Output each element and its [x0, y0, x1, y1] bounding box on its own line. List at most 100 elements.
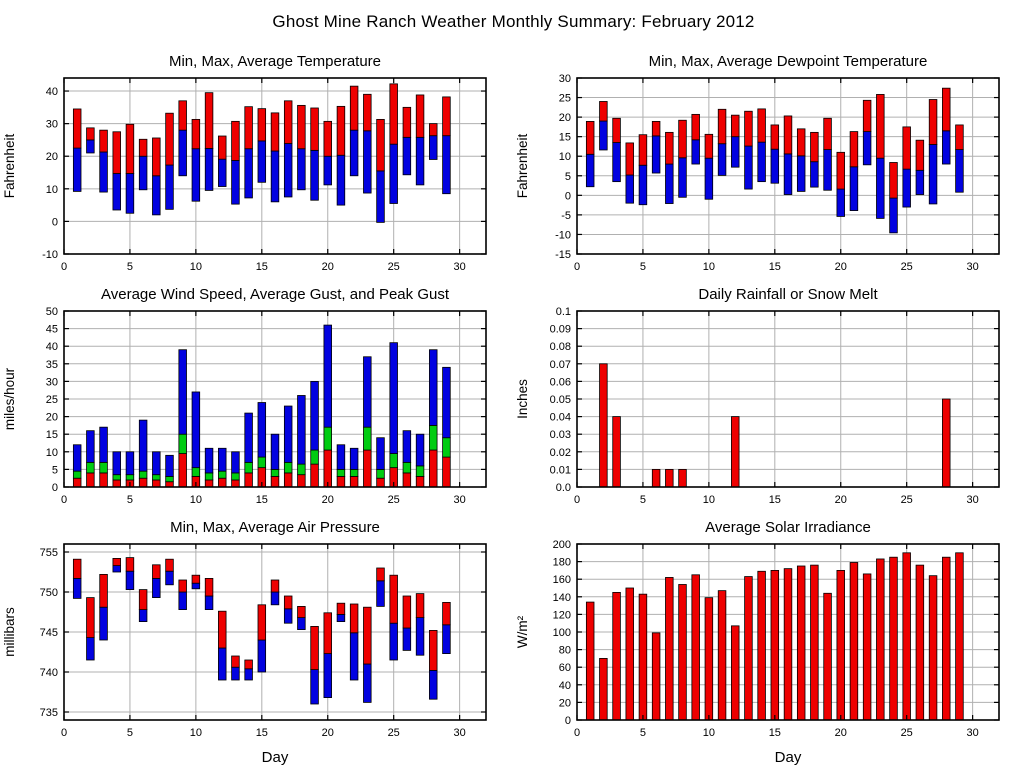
svg-text:5: 5 — [52, 464, 58, 476]
svg-text:Inches: Inches — [515, 379, 530, 419]
svg-text:5: 5 — [565, 171, 571, 183]
charts-row-3: Min, Max, Average Air Pressure 0 5 10 15 20 2… — [0, 514, 1027, 772]
svg-text:20: 20 — [46, 412, 58, 424]
svg-text:200: 200 — [553, 540, 571, 551]
svg-text:Fahrenheit: Fahrenheit — [2, 133, 17, 198]
svg-text:0: 0 — [52, 216, 58, 228]
svg-text:0: 0 — [574, 727, 580, 739]
svg-text:0.09: 0.09 — [550, 324, 571, 336]
svg-text:0.06: 0.06 — [550, 376, 571, 388]
svg-text:0: 0 — [52, 482, 58, 494]
charts-row-2: Average Wind Speed, Average Gust, and Pe… — [0, 281, 1027, 514]
svg-text:10: 10 — [703, 494, 715, 506]
svg-text:20: 20 — [835, 727, 847, 739]
wind-plot: 0 5 10 15 20 25 30 0 5 10 15 20 25 30 35 40 45 50 miles/ho… — [2, 307, 487, 506]
svg-text:10: 10 — [190, 494, 202, 506]
solar-plot: 0 5 10 15 20 25 30 0 20 40 60 80 100 120 140 160 180 200 W… — [515, 540, 1000, 766]
svg-text:5: 5 — [640, 494, 646, 506]
svg-text:160: 160 — [553, 574, 571, 586]
svg-text:20: 20 — [322, 261, 334, 273]
svg-text:80: 80 — [559, 645, 571, 657]
svg-text:30: 30 — [454, 494, 466, 506]
svg-text:15: 15 — [769, 727, 781, 739]
svg-text:15: 15 — [559, 132, 571, 144]
svg-text:-10: -10 — [42, 249, 58, 261]
svg-text:25: 25 — [559, 93, 571, 105]
svg-text:-10: -10 — [555, 229, 571, 241]
svg-text:0.04: 0.04 — [550, 412, 571, 424]
svg-text:0: 0 — [61, 494, 67, 506]
chart-wind: Average Wind Speed, Average Gust, and Pe… — [0, 281, 513, 514]
svg-text:25: 25 — [901, 494, 913, 506]
svg-text:30: 30 — [454, 727, 466, 739]
chart-rainfall-title: Daily Rainfall or Snow Melt — [698, 286, 878, 303]
chart-pressure: Min, Max, Average Air Pressure 0 5 10 15 20 2… — [0, 514, 513, 772]
svg-text:0: 0 — [565, 715, 571, 727]
svg-text:20: 20 — [835, 261, 847, 273]
svg-text:755: 755 — [40, 547, 58, 559]
svg-text:20: 20 — [46, 151, 58, 163]
svg-text:0: 0 — [61, 261, 67, 273]
svg-text:30: 30 — [454, 261, 466, 273]
svg-text:10: 10 — [703, 261, 715, 273]
svg-text:10: 10 — [190, 261, 202, 273]
svg-text:0: 0 — [565, 190, 571, 202]
svg-text:30: 30 — [559, 74, 571, 85]
svg-text:25: 25 — [46, 394, 58, 406]
svg-text:0.07: 0.07 — [550, 359, 571, 371]
svg-text:5: 5 — [127, 494, 133, 506]
svg-text:0.01: 0.01 — [550, 464, 571, 476]
svg-text:25: 25 — [388, 727, 400, 739]
svg-text:10: 10 — [46, 184, 58, 196]
svg-text:Day: Day — [262, 749, 289, 766]
svg-text:25: 25 — [388, 261, 400, 273]
svg-text:120: 120 — [553, 609, 571, 621]
svg-text:35: 35 — [46, 359, 58, 371]
svg-text:0.05: 0.05 — [550, 394, 571, 406]
svg-text:60: 60 — [559, 662, 571, 674]
svg-text:0.08: 0.08 — [550, 341, 571, 353]
svg-text:30: 30 — [46, 376, 58, 388]
svg-text:-15: -15 — [555, 249, 571, 261]
chart-solar-title: Average Solar Irradiance — [705, 519, 871, 536]
svg-text:5: 5 — [127, 727, 133, 739]
page-title: Ghost Mine Ranch Weather Monthly Summary… — [272, 12, 755, 31]
svg-text:5: 5 — [127, 261, 133, 273]
chart-rainfall: Daily Rainfall or Snow Melt 0 5 10 15 20 25 30… — [513, 281, 1026, 514]
svg-text:W/m²: W/m² — [515, 615, 530, 648]
svg-text:100: 100 — [553, 627, 571, 639]
svg-text:40: 40 — [46, 86, 58, 98]
charts-row-1: Min, Max, Average Temperature 0 5 10 15 20 25… — [0, 48, 1027, 281]
svg-text:15: 15 — [256, 727, 268, 739]
svg-text:millibars: millibars — [2, 607, 17, 657]
svg-text:0.03: 0.03 — [550, 429, 571, 441]
svg-text:30: 30 — [967, 261, 979, 273]
svg-text:30: 30 — [46, 119, 58, 131]
svg-text:Fahrenheit: Fahrenheit — [515, 133, 530, 198]
svg-text:5: 5 — [640, 727, 646, 739]
svg-text:740: 740 — [40, 667, 58, 679]
svg-text:15: 15 — [256, 494, 268, 506]
svg-text:20: 20 — [835, 494, 847, 506]
svg-text:20: 20 — [322, 727, 334, 739]
svg-text:745: 745 — [40, 627, 58, 639]
svg-text:140: 140 — [553, 592, 571, 604]
svg-text:15: 15 — [256, 261, 268, 273]
svg-text:0: 0 — [61, 727, 67, 739]
chart-temperature-title: Min, Max, Average Temperature — [168, 53, 382, 70]
svg-text:0: 0 — [574, 261, 580, 273]
svg-text:15: 15 — [46, 429, 58, 441]
svg-text:0.02: 0.02 — [550, 447, 571, 459]
chart-wind-title: Average Wind Speed, Average Gust, and Pe… — [101, 286, 449, 303]
chart-dewpoint-title: Min, Max, Average Dewpoint Temperature — [648, 53, 928, 70]
svg-text:20: 20 — [559, 697, 571, 709]
svg-text:20: 20 — [559, 112, 571, 124]
charts-grid: Min, Max, Average Temperature 0 5 10 15 20 25… — [0, 48, 1027, 772]
chart-temperature: Min, Max, Average Temperature 0 5 10 15 20 25… — [0, 48, 513, 281]
svg-text:10: 10 — [703, 727, 715, 739]
chart-solar: Average Solar Irradiance 0 5 10 15 20 25 30 0 20… — [513, 514, 1026, 772]
svg-text:735: 735 — [40, 707, 58, 719]
svg-text:50: 50 — [46, 307, 58, 318]
svg-text:Day: Day — [775, 749, 802, 766]
